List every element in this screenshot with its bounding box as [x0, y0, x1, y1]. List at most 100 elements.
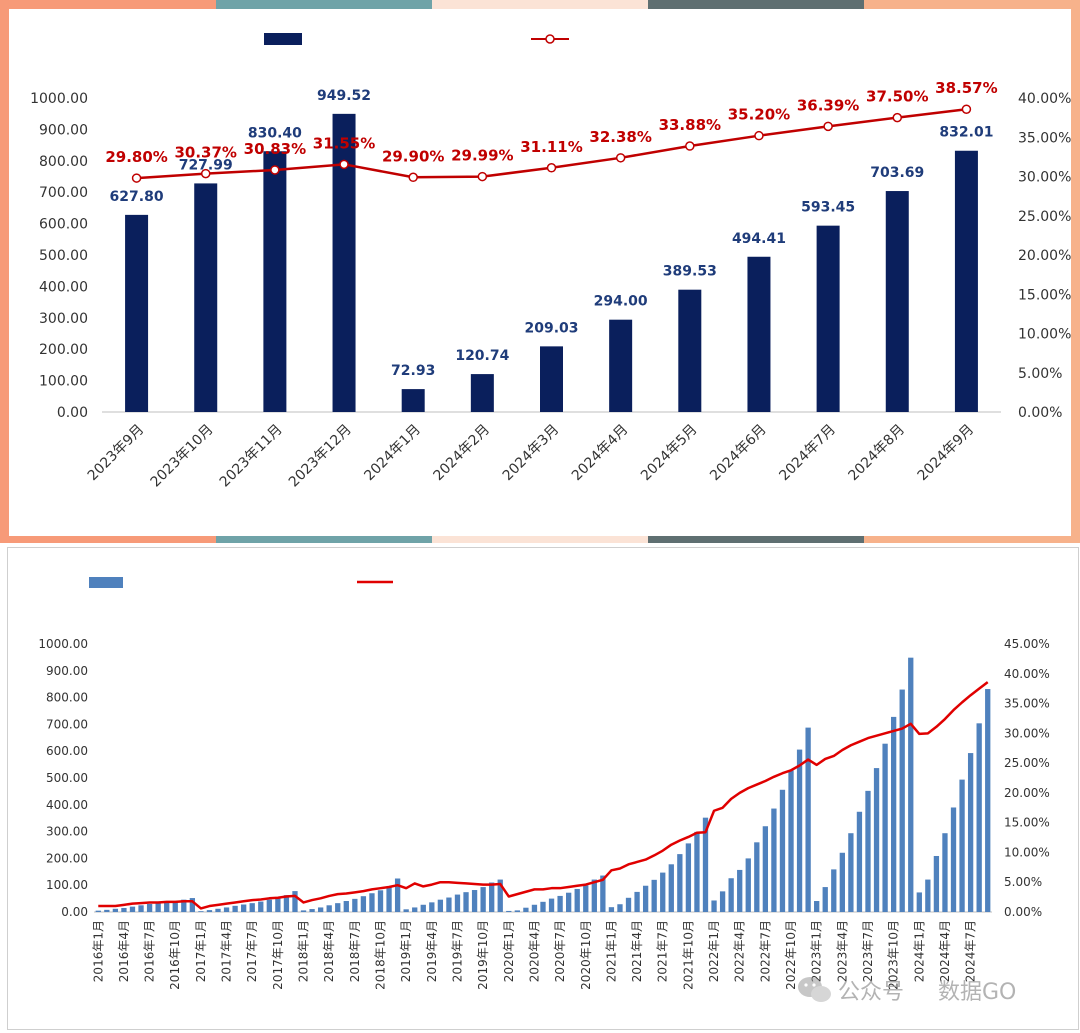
left-axis-tick-label: 500.00	[39, 248, 88, 264]
x-category-label: 2019年1月	[399, 920, 413, 982]
bar-value-label: 593.45	[801, 200, 855, 216]
share-line-marker	[200, 168, 211, 179]
x-category-label: 2017年7月	[245, 920, 259, 982]
x-category-label: 2024年9月	[915, 422, 978, 485]
share-value-label: 29.80%	[105, 148, 167, 166]
bar	[609, 319, 633, 412]
bar	[771, 808, 777, 912]
bar	[138, 905, 144, 912]
x-category-label: 2018年4月	[322, 920, 336, 982]
left-axis-tick-label: 800.00	[46, 691, 88, 705]
x-category-label: 2024年1月	[912, 920, 926, 982]
bar-value-label: 494.41	[732, 231, 786, 247]
watermark-text-2: 数据GO	[938, 980, 1016, 1005]
x-category-label: 2022年4月	[733, 920, 747, 982]
border-segment-bottom	[864, 534, 1080, 543]
bar	[446, 897, 452, 912]
bar	[950, 807, 957, 912]
left-axis-tick-label: 200.00	[46, 851, 88, 865]
right-axis-tick-label: 35.00%	[1018, 130, 1071, 146]
border-segment-top	[432, 0, 649, 9]
bar-value-label: 703.69	[870, 165, 924, 181]
bar	[470, 374, 494, 412]
bar	[531, 904, 538, 912]
top-chart-border-strip	[0, 0, 1080, 543]
left-axis-tick-label: 0.00	[61, 905, 88, 919]
right-axis-tick-label: 45.00%	[1004, 637, 1050, 651]
right-axis-tick-label: 5.00%	[1004, 875, 1042, 889]
bar	[198, 911, 204, 912]
bottom-combo-chart: 0.00 100.00 200.00 300.00 400.00 500.00 600.00…	[38, 577, 1050, 990]
bar	[719, 891, 726, 912]
left-axis-tick-label: 700.00	[39, 185, 88, 201]
border-segment-top	[648, 0, 865, 9]
x-category-label: 2017年4月	[220, 920, 234, 982]
right-axis-tick-label: 15.00%	[1018, 287, 1071, 303]
x-category-label: 2020年1月	[502, 920, 516, 982]
bar	[925, 879, 931, 912]
left-axis-tick-label: 600.00	[46, 744, 88, 758]
x-category-label: 2023年9月	[85, 422, 148, 485]
bar	[386, 887, 392, 912]
bar	[394, 878, 401, 912]
x-category-label: 2024年3月	[500, 422, 563, 485]
bar	[954, 150, 978, 413]
x-category-label: 2024年7月	[776, 422, 839, 485]
bar	[283, 895, 290, 912]
bar	[557, 895, 563, 912]
x-category-label: 2016年7月	[143, 920, 157, 982]
bar	[548, 898, 555, 912]
x-category-label: 2019年10月	[476, 920, 490, 990]
share-line-marker	[615, 153, 626, 163]
bar	[249, 903, 255, 912]
x-category-label: 2023年10月	[148, 422, 217, 491]
bar-value-label: 727.99	[179, 157, 233, 173]
x-category-label: 2024年7月	[964, 920, 978, 982]
legend-line-marker	[545, 34, 555, 44]
right-axis-tick-label: 20.00%	[1004, 786, 1050, 800]
bar	[831, 869, 837, 912]
bar-value-label: 120.74	[455, 348, 509, 364]
x-category-label: 2016年1月	[91, 920, 105, 982]
right-axis-tick-label: 25.00%	[1018, 209, 1071, 225]
left-axis-tick-label: 100.00	[46, 878, 88, 892]
share-value-label: 30.83%	[244, 140, 306, 158]
watermark: 公众号 数据GO	[790, 970, 1060, 1010]
x-category-label: 2022年7月	[758, 920, 772, 982]
bar	[437, 899, 444, 912]
share-value-label: 29.99%	[451, 147, 513, 165]
bar-value-label: 389.53	[663, 264, 717, 280]
bar	[737, 869, 743, 912]
bar	[189, 898, 196, 912]
bar	[668, 864, 674, 912]
left-axis-tick-label: 600.00	[39, 217, 88, 233]
bar	[540, 901, 546, 912]
bar	[317, 907, 324, 912]
bar	[566, 892, 572, 912]
bar	[617, 904, 623, 912]
share-line-marker	[477, 171, 488, 182]
share-value-label: 30.37%	[174, 144, 236, 162]
bar	[873, 768, 880, 912]
bar	[856, 811, 863, 912]
x-category-label: 2021年7月	[656, 920, 670, 982]
bar	[685, 843, 692, 912]
right-axis-tick-label: 30.00%	[1004, 726, 1050, 740]
bar	[779, 789, 786, 912]
border-segment-bottom	[216, 534, 433, 543]
bar	[300, 910, 307, 912]
x-category-label: 2024年2月	[431, 422, 494, 485]
border-left	[0, 0, 9, 543]
bar	[916, 892, 922, 912]
share-line-marker	[546, 163, 557, 173]
bar	[728, 878, 734, 912]
bar-value-label: 949.52	[317, 88, 371, 104]
x-category-label: 2018年7月	[348, 920, 362, 982]
bar	[258, 901, 264, 912]
share-value-label: 31.55%	[313, 134, 375, 152]
share-line	[98, 681, 989, 910]
left-axis-tick-label: 500.00	[46, 771, 88, 785]
bar	[463, 892, 469, 912]
x-category-label: 2023年7月	[861, 920, 875, 982]
bar	[471, 890, 478, 912]
